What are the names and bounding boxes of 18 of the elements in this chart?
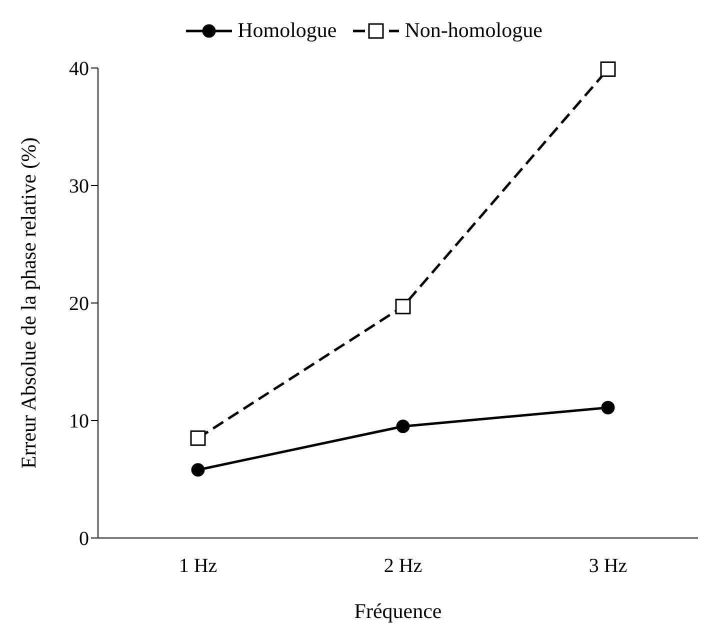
y-tick-label: 40 xyxy=(69,58,89,80)
y-tick-label: 0 xyxy=(79,528,89,550)
x-tick-label: 2 Hz xyxy=(384,555,422,578)
legend-label: Non-homologue xyxy=(404,18,542,43)
point xyxy=(191,463,205,477)
y-tick-label: 20 xyxy=(69,293,89,316)
point xyxy=(395,298,411,314)
point xyxy=(396,420,410,434)
legend-label: Homologue xyxy=(238,18,337,43)
point xyxy=(190,430,206,446)
x-tick-label: 1 Hz xyxy=(178,555,218,578)
point xyxy=(600,61,616,77)
point xyxy=(601,400,615,414)
x-axis-title: Fréquence xyxy=(354,599,442,623)
y-tick-label: 30 xyxy=(69,176,89,198)
y-tick-label: 10 xyxy=(69,410,89,433)
x-tick-label: 3 Hz xyxy=(588,555,628,578)
y-axis-title: Erreur Absolue de la phase relative (%) xyxy=(16,137,40,469)
